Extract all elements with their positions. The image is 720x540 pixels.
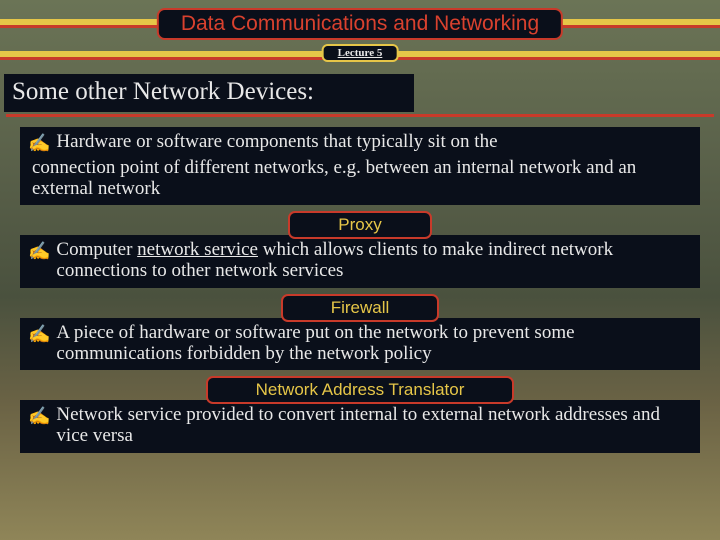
proxy-text: Computer network service which allows cl… [56,239,692,282]
firewall-label-wrap: Firewall [281,294,440,322]
proxy-label: Proxy [288,211,431,239]
nat-text: Network service provided to convert inte… [56,404,692,447]
nat-label-wrap: Network Address Translator [206,376,515,404]
title-bar: Data Communications and Networking [0,6,720,38]
hand-icon: ✍ [28,133,50,155]
hand-icon: ✍ [28,406,50,428]
firewall-bullet: ✍ A piece of hardware or software put on… [28,322,692,365]
presentation-title: Data Communications and Networking [157,8,563,40]
nat-box: ✍ Network service provided to convert in… [20,400,700,453]
intro-rest: connection point of different networks, … [28,157,692,200]
firewall-box: ✍ A piece of hardware or software put on… [20,318,700,371]
firewall-label: Firewall [281,294,440,322]
intro-bullet: ✍ Hardware or software components that t… [28,131,692,155]
lecture-label: Lecture 5 [322,44,399,62]
intro-box: ✍ Hardware or software components that t… [20,127,700,205]
slide: Data Communications and Networking Lectu… [0,0,720,540]
proxy-text-underlined: network service [137,239,258,260]
firewall-text: A piece of hardware or software put on t… [56,322,692,365]
hand-icon: ✍ [28,241,50,263]
proxy-bullet: ✍ Computer network service which allows … [28,239,692,282]
heading-underline [6,114,714,117]
nat-label: Network Address Translator [206,376,515,404]
intro-line1: Hardware or software components that typ… [56,131,692,152]
section-heading: Some other Network Devices: [4,74,414,112]
proxy-box: ✍ Computer network service which allows … [20,235,700,288]
proxy-text-pre: Computer [56,239,137,260]
proxy-label-wrap: Proxy [288,211,431,239]
hand-icon: ✍ [28,324,50,346]
nat-bullet: ✍ Network service provided to convert in… [28,404,692,447]
lecture-bar: Lecture 5 [0,44,720,66]
